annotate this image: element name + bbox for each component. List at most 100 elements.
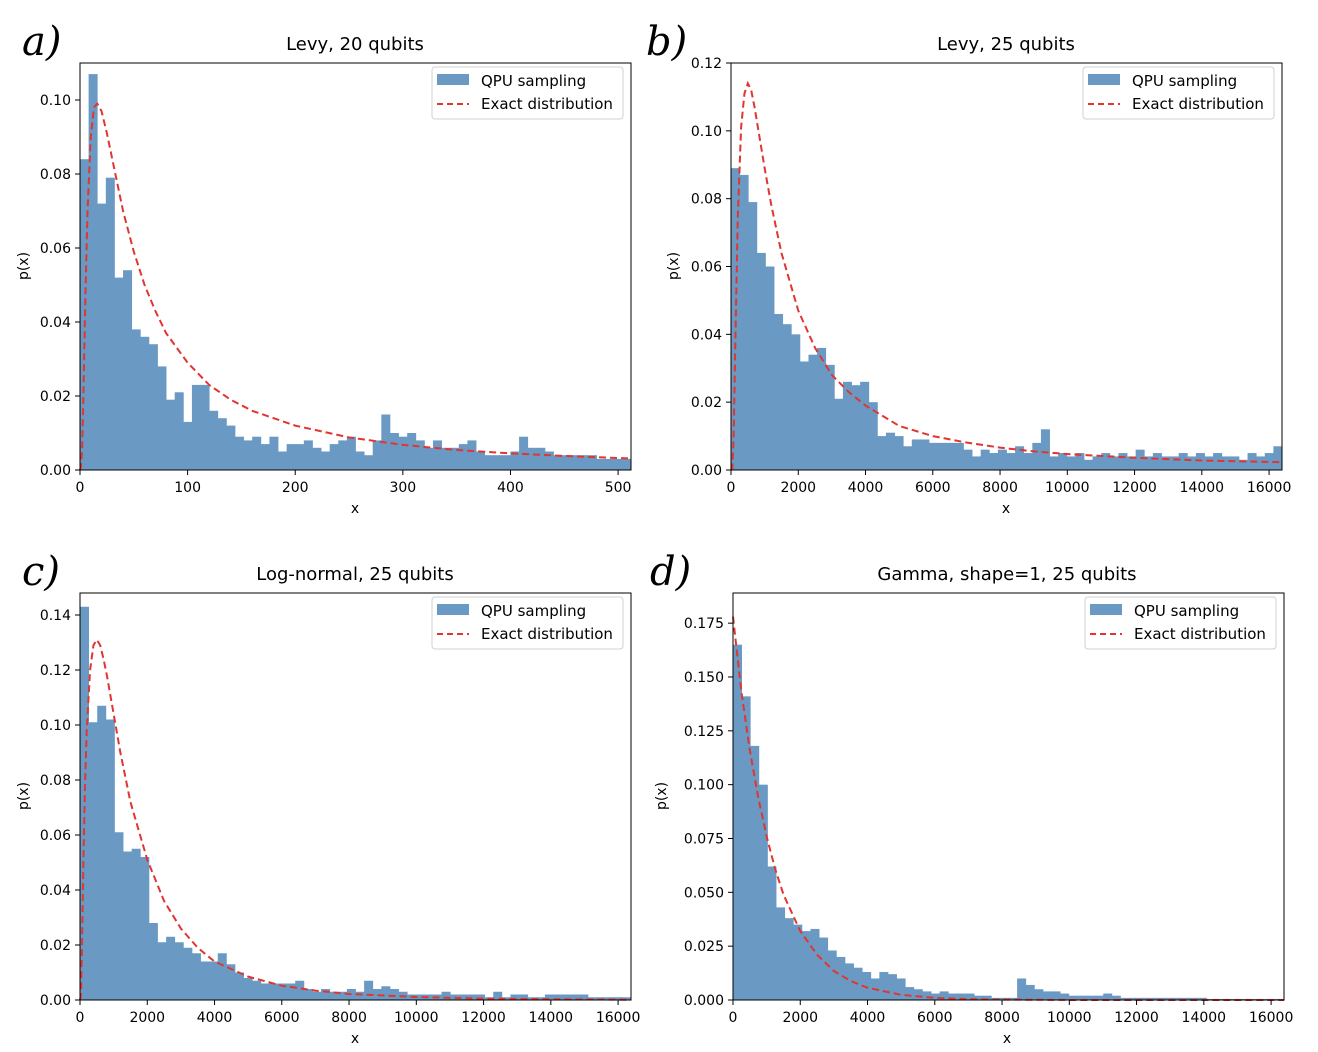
histogram-bar [622,458,632,470]
histogram-bar [954,442,964,470]
y-tick-label: 0.04 [691,327,722,343]
histogram-bar [1066,456,1076,470]
histogram-bar [946,442,956,470]
histogram-bar [613,997,623,1000]
histogram-bar [80,606,90,1000]
histogram-bar [243,440,253,470]
histogram-bar [562,994,572,1000]
legend-bar-swatch [437,74,469,85]
histogram-bar [131,329,141,470]
histogram-bar [1092,456,1102,470]
histogram-bar [868,402,878,470]
histogram-bar [1008,997,1018,1000]
histogram-bar [123,851,133,1000]
histogram-bar [570,994,580,1000]
histogram-bar [1215,998,1225,1000]
histogram-bar [1170,456,1180,470]
histogram-bar [1152,453,1162,470]
panel-c: c) Log-normal, 25 qubits 0 2000 4000 6000 80… [16,549,640,1047]
histogram-bar [183,947,193,1000]
y-tick-label: 0.00 [40,463,71,479]
histogram-bar [191,953,201,1000]
histogram-bar [1032,442,1042,470]
y-ticks: 0.00 0.02 0.04 0.06 0.08 0.10 0.12 [691,56,731,479]
chart-title: Gamma, shape=1, 25 qubits [877,564,1136,585]
histogram-bar [948,993,958,1000]
x-tick-label: 8000 [984,1010,1020,1026]
histogram-bar [1118,453,1128,470]
histogram-bar [774,313,784,470]
panel-label: c) [22,549,60,595]
histogram-bar [1144,456,1154,470]
histogram-bar [1023,453,1033,470]
histogram-bar [1238,459,1248,470]
histogram-bar [123,270,133,470]
legend-label-qpu: QPU sampling [1132,72,1237,90]
histogram-bar [739,174,749,470]
legend-label-exact: Exact distribution [481,95,613,113]
histogram-bar [929,442,939,470]
histogram-bar [896,978,906,1000]
legend: QPU sampling Exact distribution [1082,66,1275,120]
panel-a: a) Levy, 20 qubits 0 100 200 300 400 500 0.00… [16,19,632,517]
histogram-bar [1127,456,1137,470]
histogram-bar [1060,993,1070,1000]
legend-bar-swatch [1090,604,1122,615]
x-tick-label: 400 [497,480,524,496]
histogram-bar [269,983,279,1000]
histogram-bar [458,994,468,1000]
histogram-bar [1230,456,1240,470]
histogram-bar [579,455,589,470]
chart-title: Log-normal, 25 qubits [256,564,453,585]
x-tick-label: 6000 [264,1010,300,1026]
histogram-bar [750,745,760,1000]
histogram-bar [1025,984,1035,1000]
x-tick-label: 12000 [461,1010,506,1026]
histogram-bar [544,451,554,470]
x-tick-label: 16000 [1247,480,1292,496]
histogram-bar [553,994,563,1000]
x-tick-label: 4000 [850,1010,886,1026]
histogram-bar [817,347,827,470]
histogram-bar [217,418,227,470]
chart-title: Levy, 25 qubits [937,34,1075,55]
histogram-bar [493,991,503,1000]
y-tick-label: 0.06 [40,828,71,844]
legend-label-qpu: QPU sampling [1134,602,1239,620]
histogram-bar [501,997,511,1000]
histogram-bar [252,436,262,470]
histogram-bar [510,994,520,1000]
histogram-bar [1146,997,1156,1000]
y-tick-label: 0.04 [40,315,71,331]
histogram-bar [1120,997,1130,1000]
histogram-bar [776,907,786,1000]
y-tick-label: 0.08 [691,192,722,208]
histogram-bar [894,436,904,470]
y-tick-label: 0.10 [40,93,71,109]
histogram-bar [1015,446,1025,470]
y-ticks: 0.00 0.02 0.04 0.06 0.08 0.10 [40,93,80,479]
legend-bar-swatch [437,604,469,615]
histogram-bar [286,444,296,470]
y-ticks: 0.000 0.025 0.050 0.075 0.100 0.125 0.150 0.175 [684,616,733,1009]
histogram-bar [956,993,966,1000]
histogram-bar [1137,997,1147,1000]
histogram-bar [157,366,167,470]
histogram-bar [450,447,460,470]
y-ticks: 0.00 0.02 0.04 0.06 0.08 0.10 0.12 0.14 [40,608,80,1009]
histogram-bar [836,956,846,1000]
histogram-bar [842,381,852,470]
histogram-bar [756,252,766,470]
histogram-bar [88,722,98,1000]
bar-group [733,644,1285,1000]
x-tick-label: 10000 [394,1010,439,1026]
histogram-bar [269,436,279,470]
histogram-bar [441,991,451,1000]
histogram-bar [810,928,820,1000]
histogram-bar [148,344,158,470]
histogram-bar [381,986,391,1000]
histogram-bar [862,972,872,1000]
histogram-bar [364,980,374,1000]
y-tick-label: 0.025 [684,939,724,955]
x-axis-label: x [1003,1031,1011,1047]
